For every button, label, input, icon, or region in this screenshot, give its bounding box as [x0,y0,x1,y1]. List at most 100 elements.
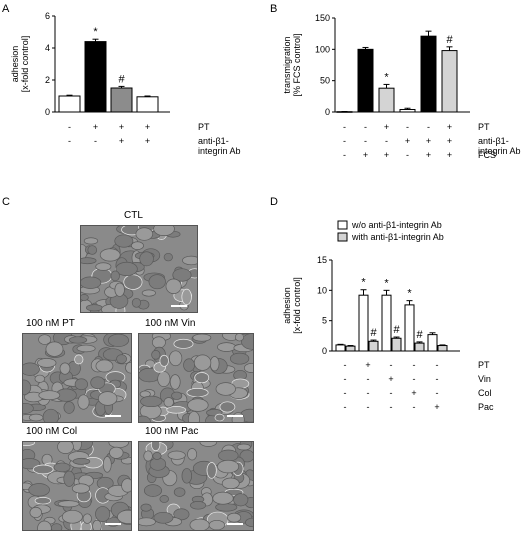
y-tick-label: 6 [45,11,50,21]
y-tick-label: 0 [45,107,50,117]
cell [131,297,142,308]
cell [209,356,220,372]
cell [107,334,129,347]
y-axis-label-line: adhesion [10,46,20,83]
significance-mark: * [407,288,412,300]
cell [63,401,75,414]
condition-label: anti-β1-integrin Ab [478,136,521,156]
condition-mark: - [436,388,439,398]
bar [358,294,369,352]
cell [208,519,225,530]
panel-letter-a: A [2,3,10,15]
cell [83,237,99,245]
condition-mark: - [344,388,347,398]
cell [59,362,71,375]
cell [29,506,42,519]
micrograph-texture [23,334,131,422]
condition-mark: + [434,402,439,412]
cell [190,501,207,510]
cell [186,388,209,398]
micrograph-texture [81,226,197,312]
cell [110,270,120,282]
condition-label: Vin [478,374,491,384]
bar [58,95,81,113]
cell [92,519,102,530]
chart-b: 0 50 100 150 transmigration[% FCS control] * #… [282,13,521,160]
significance-mark: * [361,277,366,289]
panel-letter-d: D [270,196,278,208]
cell [63,470,75,487]
cell [151,336,166,349]
condition-label: PT [478,360,490,370]
condition-mark: + [447,122,452,132]
cell [34,374,46,383]
cell [221,477,240,490]
bar [437,345,448,352]
condition-mark: + [93,122,98,132]
condition-mark: - [427,122,430,132]
chart-a: 0 2 4 6 adhesion[x-fold control] * # - + + + PT - - + +… [10,11,241,156]
bar [345,345,356,352]
y-tick-label: 10 [317,285,327,295]
cell [234,334,245,342]
cell [167,450,186,460]
cell [212,491,234,505]
y-axis-label-line: [x-fold control] [292,277,302,334]
cell [217,342,237,352]
cell [114,234,134,248]
cell [173,338,194,349]
cell [74,354,84,365]
cell [215,382,236,396]
cell [23,362,40,376]
cell [153,226,175,236]
cell [45,341,64,357]
chart-d: 0 5 10 15 adhesion[x-fold control] * # * # * # w/o … [282,220,494,412]
condition-mark: - [344,374,347,384]
condition-mark: - [343,122,346,132]
cell [81,276,102,289]
micrograph-texture [23,442,131,530]
condition-mark: - [385,136,388,146]
condition-label-line: anti-β1- [198,136,229,146]
condition-mark: - [390,402,393,412]
cell [215,502,238,512]
cell [233,493,249,507]
cell [108,442,129,449]
cell [173,508,190,521]
significance-mark: * [384,71,389,83]
cell [151,350,161,360]
condition-mark: + [119,136,124,146]
significance-mark: * [384,277,389,289]
cell [95,262,112,271]
significance-mark: # [446,34,453,46]
cell [57,442,74,454]
cell [53,462,71,473]
panel-letter-c: C [2,196,10,208]
micrograph-label-col: 100 nM Col [26,426,78,437]
cell [163,397,174,408]
y-tick-label: 4 [45,43,50,53]
bar [378,87,395,113]
significance-mark: * [93,26,98,38]
bar [136,96,159,113]
cell [217,459,240,474]
y-axis-label-line: [% FCS control] [292,33,302,96]
condition-mark: + [145,136,150,146]
condition-label-line: integrin Ab [198,146,241,156]
cell [153,511,174,524]
panel-letter-b: B [270,3,277,15]
condition-label-line: FCS [478,150,496,160]
cell [23,442,35,446]
cell [199,442,218,447]
legend-swatch [337,232,348,242]
bar [368,340,379,352]
cell [135,227,154,241]
bar [404,304,415,352]
cell [159,495,169,503]
micrograph-ctl [80,225,198,313]
condition-mark: + [145,122,150,132]
cell [172,268,192,282]
cell [23,379,32,396]
y-axis-label: transmigration[% FCS control] [282,33,302,96]
cell [218,449,239,462]
